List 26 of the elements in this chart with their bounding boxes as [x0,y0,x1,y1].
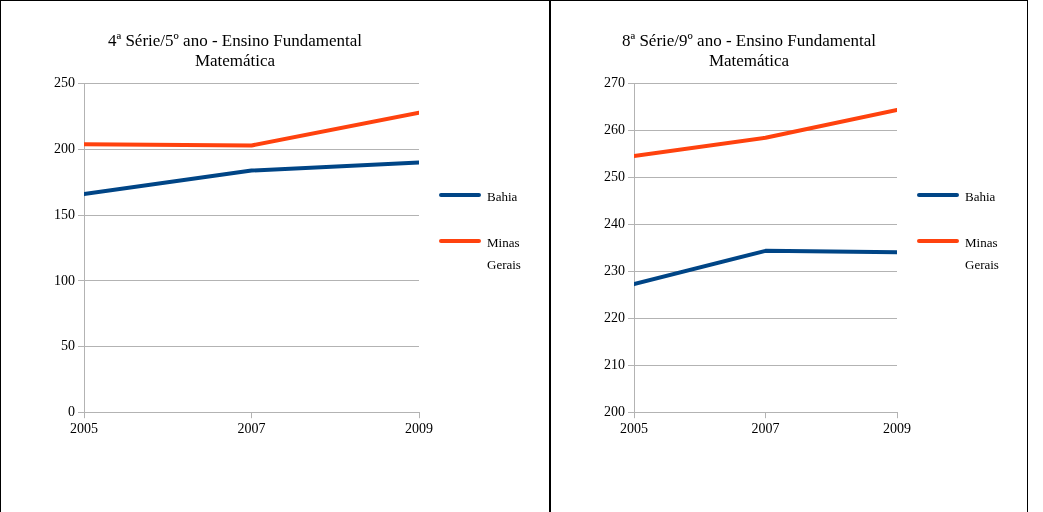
x-tick-label: 2009 [405,421,433,437]
y-tick-label: 0 [68,403,75,419]
legend-label: Bahia [487,188,519,206]
chart-title: 8ª Série/9º ano - Ensino Fundamental Matemática [621,30,877,71]
legend-label: Bahia [965,188,997,206]
y-tick-label: 200 [604,403,625,419]
x-tick-label: 2009 [883,421,911,437]
x-tick-label: 2007 [751,421,780,437]
y-tick-label: 150 [54,206,75,222]
x-tick-label: 2007 [237,421,266,437]
x-tick-label: 2005 [70,421,98,437]
chart-title: 4ª Série/5º ano - Ensino Fundamental Matemática [107,30,363,71]
x-tick-label: 2005 [620,421,648,437]
y-tick-label: 100 [54,272,75,288]
y-tick-label: 200 [54,141,75,157]
y-tick-label: 270 [604,75,625,91]
y-tick-label: 250 [604,169,625,185]
y-tick-label: 50 [61,338,75,354]
y-tick-label: 220 [604,310,625,326]
legend-label: Minas Gerais [487,234,522,274]
y-tick-label: 240 [604,216,625,232]
y-tick-label: 260 [604,122,625,138]
y-tick-label: 250 [54,75,75,91]
legend-label: Minas Gerais [965,234,1000,274]
y-tick-label: 230 [604,263,625,279]
y-tick-label: 210 [604,356,625,372]
